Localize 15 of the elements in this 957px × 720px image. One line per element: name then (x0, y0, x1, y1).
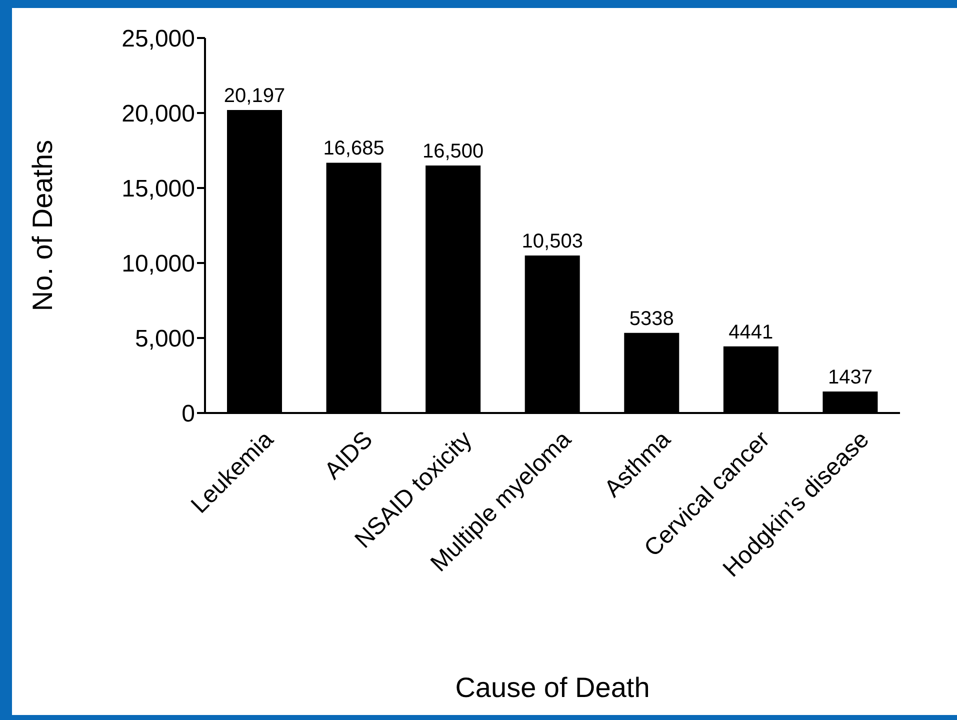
y-tick-label: 20,000 (122, 100, 195, 128)
data-label: 10,503 (522, 230, 583, 252)
x-axis-title: Cause of Death (455, 672, 650, 703)
y-tick-label: 0 (182, 400, 195, 428)
data-label: 16,500 (422, 140, 484, 162)
y-tick-label: 25,000 (122, 26, 195, 53)
y-axis-title: No. of Deaths (26, 140, 58, 312)
data-label: 20,197 (224, 85, 286, 108)
y-tick-label: 15,000 (122, 176, 195, 203)
data-label: 5338 (629, 308, 674, 330)
data-label: 4441 (728, 321, 774, 344)
y-tick-label: 5,000 (134, 326, 195, 353)
y-tick-label: 10,000 (122, 250, 195, 278)
data-label: 1437 (828, 366, 872, 388)
data-label: 16,685 (323, 138, 384, 160)
